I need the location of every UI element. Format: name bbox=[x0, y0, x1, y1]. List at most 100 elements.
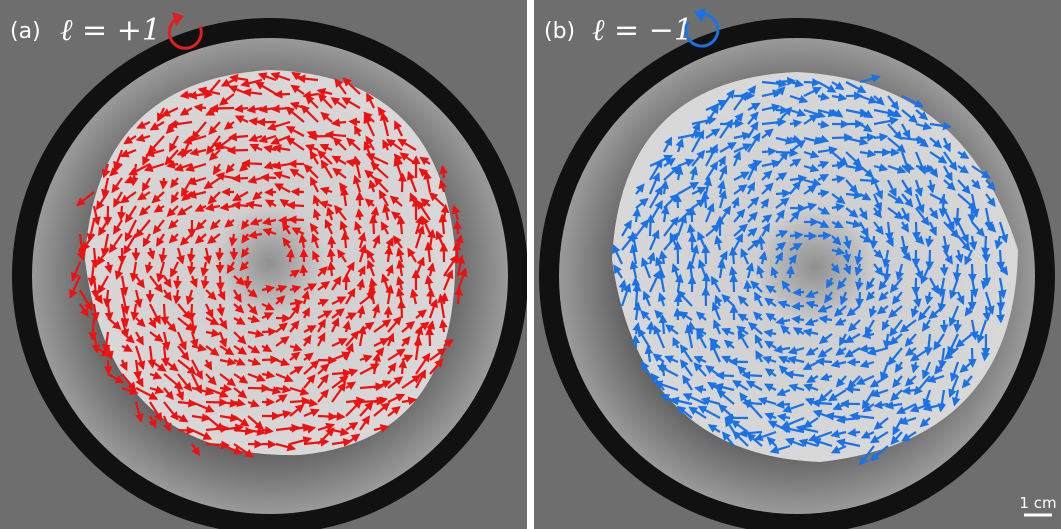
page: {"panels": [{"label": "(a)", "caption": … bbox=[0, 0, 1061, 529]
figure: (a) ℓ = +1 (b) ℓ = −1 1 cm bbox=[0, 0, 1061, 529]
velocity-arrow bbox=[663, 316, 665, 334]
velocity-arrow bbox=[236, 108, 248, 110]
velocity-arrow bbox=[733, 248, 735, 264]
velocity-arrow bbox=[762, 151, 775, 152]
velocity-arrow bbox=[288, 205, 304, 206]
panel-b: (b) ℓ = −1 1 cm bbox=[534, 0, 1061, 529]
velocity-arrow bbox=[402, 174, 403, 192]
velocity-arrow bbox=[262, 444, 275, 445]
velocity-arrow bbox=[677, 309, 678, 320]
velocity-arrow bbox=[972, 348, 973, 366]
velocity-arrow bbox=[818, 124, 828, 126]
velocity-arrow bbox=[233, 178, 248, 179]
velocity-arrow bbox=[804, 82, 819, 83]
velocity-arrow bbox=[705, 193, 706, 209]
velocity-arrow bbox=[443, 167, 444, 178]
panel-caption: ℓ = +1 bbox=[60, 13, 161, 48]
velocity-arrow bbox=[790, 235, 802, 236]
velocity-arrow bbox=[401, 301, 402, 318]
velocity-arrow bbox=[359, 210, 360, 220]
velocity-arrow bbox=[191, 248, 193, 261]
velocity-arrow bbox=[303, 266, 304, 276]
velocity-arrow bbox=[944, 320, 945, 332]
velocity-arrow bbox=[733, 275, 734, 292]
velocity-arrow bbox=[849, 432, 860, 433]
velocity-arrow bbox=[108, 360, 109, 373]
velocity-arrow bbox=[1000, 306, 1001, 322]
velocity-arrow bbox=[333, 122, 346, 123]
velocity-arrow bbox=[818, 235, 830, 236]
velocity-arrow bbox=[262, 331, 275, 332]
velocity-arrow bbox=[743, 375, 762, 376]
velocity-arrow bbox=[691, 323, 692, 334]
velocity-arrow bbox=[678, 295, 679, 306]
velocity-arrow bbox=[388, 308, 389, 318]
velocity-arrow bbox=[178, 430, 194, 431]
velocity-arrow bbox=[345, 233, 346, 248]
velocity-arrow bbox=[747, 282, 748, 292]
velocity-arrow bbox=[107, 290, 108, 306]
velocity-arrow bbox=[650, 216, 651, 236]
velocity-arrow bbox=[350, 122, 360, 123]
velocity-arrow bbox=[860, 137, 874, 138]
velocity-arrow bbox=[458, 288, 459, 304]
panel-a: (a) ℓ = +1 bbox=[0, 0, 528, 529]
velocity-arrow bbox=[717, 375, 734, 376]
velocity-arrow bbox=[794, 292, 804, 293]
velocity-arrow bbox=[290, 219, 305, 220]
velocity-arrow bbox=[275, 94, 290, 95]
velocity-arrow bbox=[262, 177, 276, 178]
velocity-arrow bbox=[888, 152, 898, 153]
velocity-arrow bbox=[191, 262, 193, 274]
velocity-arrow bbox=[636, 209, 638, 222]
velocity-arrow bbox=[402, 361, 403, 374]
velocity-arrow bbox=[262, 430, 272, 431]
velocity-arrow bbox=[191, 304, 192, 320]
velocity-arrow bbox=[331, 263, 332, 276]
velocity-arrow bbox=[430, 290, 431, 304]
velocity-arrow bbox=[388, 247, 390, 262]
velocity-arrow bbox=[873, 236, 874, 248]
velocity-arrow bbox=[219, 248, 220, 260]
velocity-arrow bbox=[903, 390, 916, 391]
velocity-arrow bbox=[211, 108, 234, 109]
velocity-arrow bbox=[777, 404, 790, 405]
velocity-arrow bbox=[444, 294, 445, 304]
velocity-arrow bbox=[262, 359, 277, 360]
velocity-arrow bbox=[692, 235, 693, 250]
velocity-arrow bbox=[943, 194, 944, 216]
velocity-arrow bbox=[817, 361, 832, 362]
velocity-arrow bbox=[744, 403, 762, 404]
velocity-arrow bbox=[986, 250, 987, 261]
velocity-arrow bbox=[346, 275, 347, 290]
velocity-arrow bbox=[705, 246, 706, 264]
velocity-arrow bbox=[373, 216, 374, 234]
velocity-arrow bbox=[164, 304, 165, 324]
velocity-arrow bbox=[243, 163, 262, 164]
scale-label: 1 cm bbox=[1019, 494, 1056, 512]
velocity-arrow bbox=[847, 389, 861, 390]
velocity-arrow bbox=[457, 222, 458, 234]
velocity-arrow bbox=[650, 323, 651, 334]
velocity-arrow bbox=[985, 348, 986, 360]
velocity-arrow bbox=[429, 328, 430, 346]
velocity-arrow bbox=[636, 279, 637, 293]
panel-label: (a) bbox=[10, 19, 41, 44]
velocity-arrow bbox=[944, 264, 945, 274]
velocity-arrow bbox=[957, 320, 958, 331]
velocity-arrow bbox=[776, 193, 789, 194]
velocity-arrow bbox=[793, 319, 804, 320]
velocity-arrow bbox=[635, 336, 636, 348]
velocity-arrow bbox=[163, 178, 164, 188]
velocity-arrow bbox=[233, 205, 248, 206]
velocity-arrow bbox=[177, 276, 178, 288]
velocity-arrow bbox=[331, 237, 332, 248]
velocity-arrow bbox=[861, 348, 874, 349]
divider bbox=[527, 0, 534, 529]
velocity-arrow bbox=[220, 276, 221, 290]
velocity-arrow bbox=[195, 107, 206, 108]
velocity-arrow bbox=[859, 292, 860, 306]
panel-caption: ℓ = −1 bbox=[592, 13, 693, 48]
velocity-arrow bbox=[874, 152, 889, 153]
velocity-arrow bbox=[813, 403, 832, 404]
